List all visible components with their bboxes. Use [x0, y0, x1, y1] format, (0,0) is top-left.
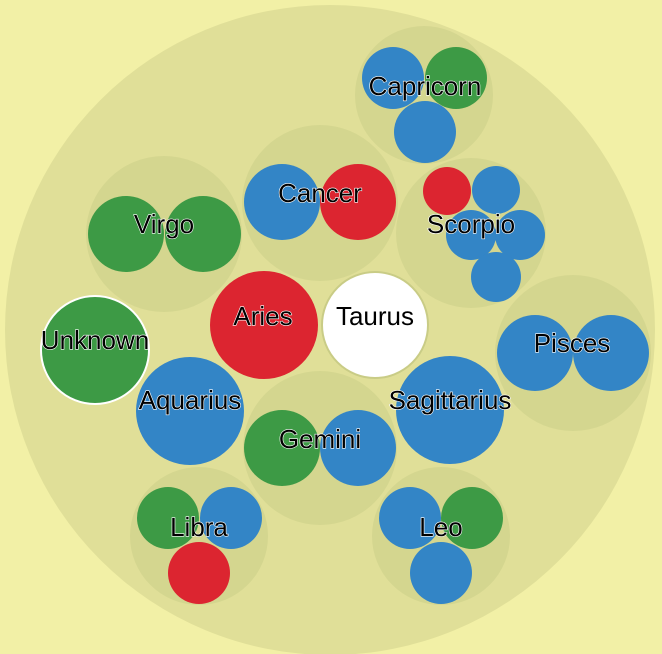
label-sagittarius: Sagittarius: [389, 385, 512, 415]
label-gemini: Gemini: [279, 424, 361, 454]
label-aquarius: Aquarius: [139, 385, 242, 415]
label-libra: Libra: [170, 512, 228, 542]
label-scorpio: Scorpio: [427, 209, 515, 239]
scorpio-member-red-circle: [423, 167, 471, 215]
scorpio-member-blue-circle: [471, 252, 521, 302]
label-taurus: Taurus: [336, 301, 414, 331]
label-capricorn: Capricorn: [369, 71, 482, 101]
scorpio-member-blue-circle: [472, 166, 520, 214]
label-unknown: Unknown: [41, 325, 149, 355]
label-cancer: Cancer: [278, 178, 362, 208]
label-pisces: Pisces: [534, 328, 611, 358]
label-virgo: Virgo: [134, 209, 194, 239]
leo-member-blue-circle: [410, 542, 472, 604]
capricorn-member-blue-circle: [394, 101, 456, 163]
libra-member-red-circle: [168, 542, 230, 604]
label-leo: Leo: [419, 512, 462, 542]
label-aries: Aries: [233, 301, 292, 331]
